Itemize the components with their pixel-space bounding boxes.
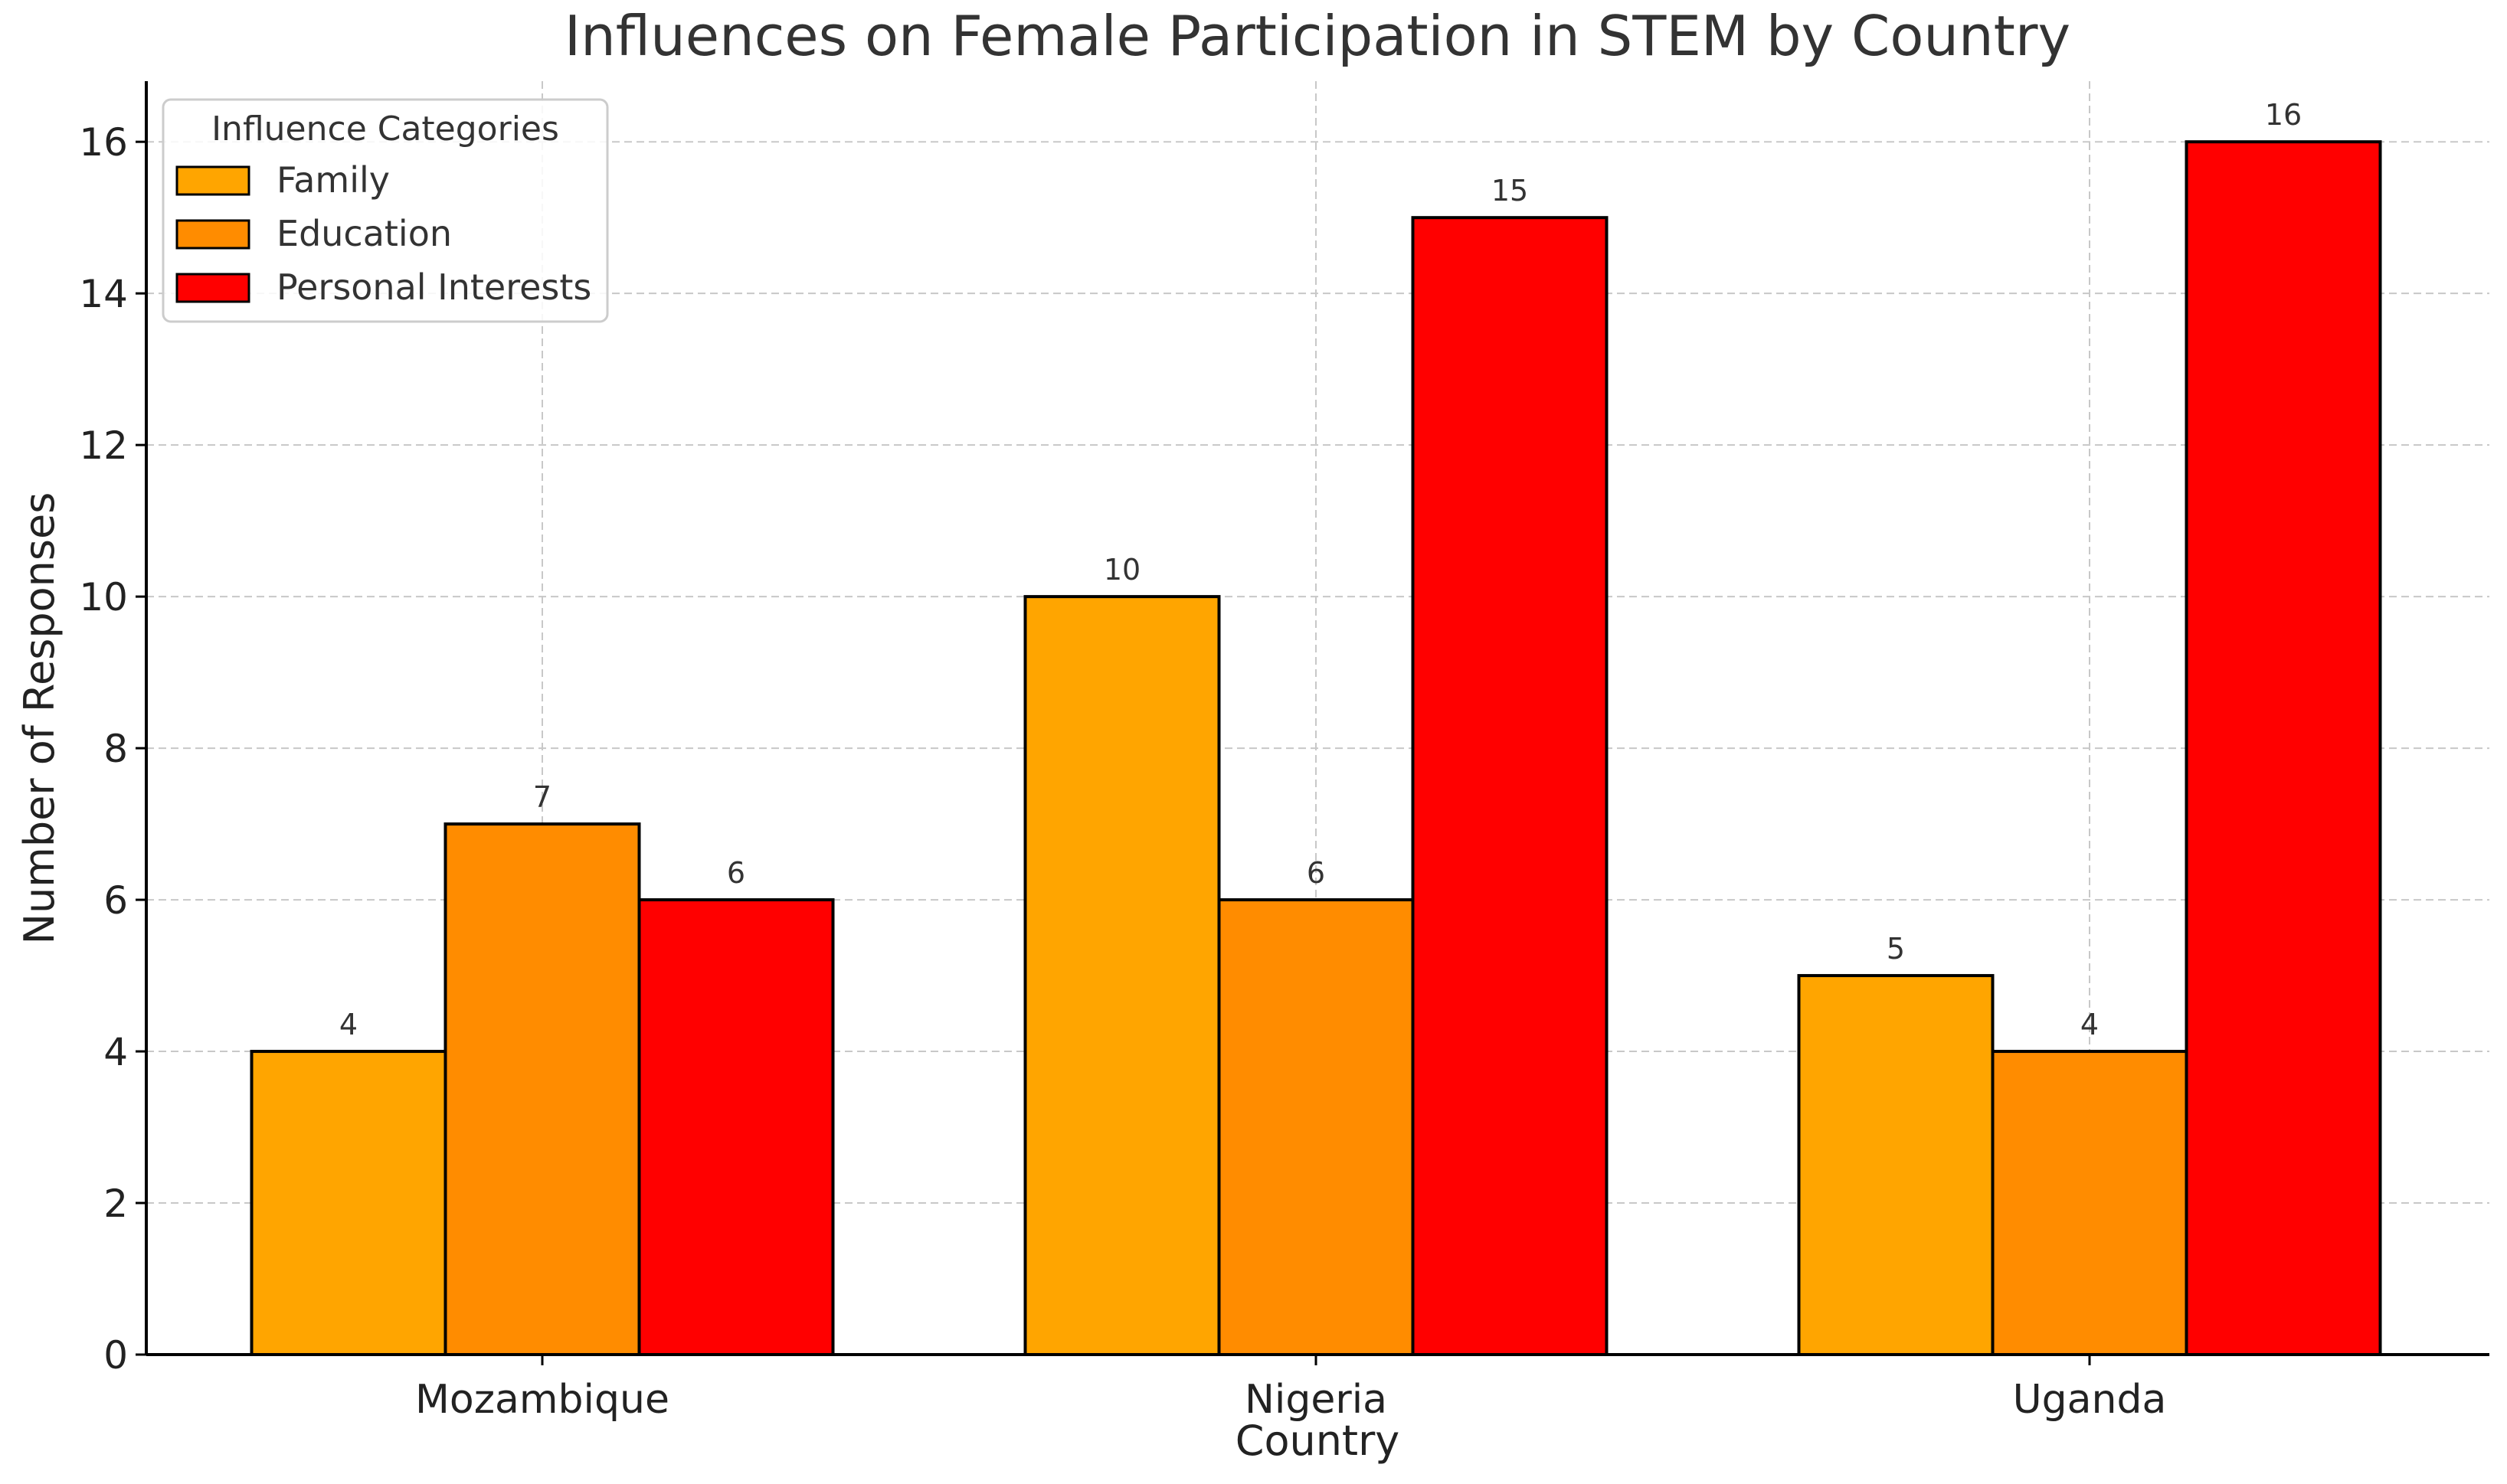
y-tick-label: 14 [79, 272, 128, 316]
x-axis-title: Country [1235, 1417, 1400, 1465]
y-tick-label: 0 [103, 1333, 128, 1378]
y-tick-label: 10 [79, 575, 128, 619]
legend-label: Personal Interests [277, 266, 591, 308]
x-tick-label: Nigeria [1245, 1377, 1387, 1423]
legend-frame [162, 98, 609, 323]
bar-education [1991, 1050, 2188, 1356]
data-label: 5 [1887, 932, 1905, 966]
bar-family [1023, 595, 1221, 1356]
legend-label: Family [277, 159, 390, 201]
legend: Influence Categories Family Education Pers… [162, 98, 609, 323]
bar-family [1797, 974, 1995, 1357]
y-tick-label: 12 [79, 423, 128, 468]
y-tick-label: 2 [103, 1182, 128, 1226]
data-label: 15 [1491, 174, 1528, 208]
x-tick-label: Uganda [2013, 1377, 2167, 1423]
data-label: 4 [2080, 1008, 2099, 1041]
y-tick-label: 4 [103, 1030, 128, 1074]
bar-personal-interests [1411, 216, 1609, 1356]
bar-education [443, 822, 641, 1357]
bar-family [250, 1050, 447, 1356]
x-tick-label: Mozambique [415, 1377, 669, 1423]
data-label: 6 [727, 856, 745, 890]
bar-personal-interests [637, 898, 835, 1356]
ticks: 0 2 4 6 8 10 12 14 16 Mozambique Nigeria Uganda [79, 120, 2166, 1423]
data-label: 10 [1104, 553, 1141, 587]
y-tick-label: 16 [79, 120, 128, 165]
y-axis-title: Number of Responses [15, 492, 64, 945]
data-labels: 4 10 5 7 6 4 6 15 16 [339, 98, 2302, 1041]
chart-title: Influences on Female Participation in ST… [565, 4, 2070, 68]
legend-swatch [175, 219, 250, 250]
y-tick-label: 8 [103, 727, 128, 771]
bar-education [1217, 898, 1415, 1356]
data-label: 16 [2265, 98, 2302, 132]
legend-label: Education [277, 213, 452, 254]
bars [250, 140, 2382, 1357]
data-label: 7 [533, 780, 551, 814]
bar-personal-interests [2185, 140, 2382, 1357]
data-label: 6 [1307, 856, 1325, 890]
data-label: 4 [339, 1008, 358, 1041]
legend-title: Influence Categories [211, 110, 559, 149]
y-tick-label: 6 [103, 878, 128, 923]
legend-swatch [175, 165, 250, 196]
legend-swatch [175, 273, 250, 303]
